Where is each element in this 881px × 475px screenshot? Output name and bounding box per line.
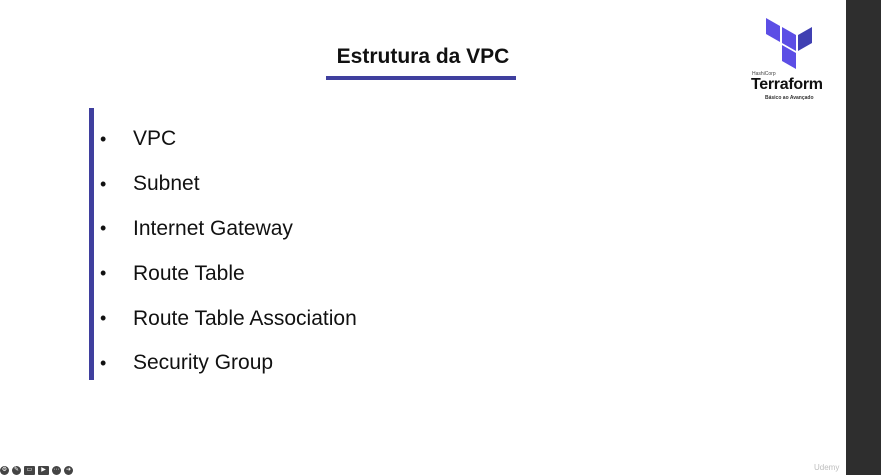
bullet-list: • VPC • Subnet • Internet Gateway • Rout… [100, 117, 357, 386]
logo-brand: HashiCorp [752, 71, 776, 77]
bullet-dot: • [100, 352, 107, 373]
share-icon[interactable]: ➜ [64, 465, 73, 475]
video-off-icon[interactable]: ▶ [38, 465, 49, 475]
settings-icon[interactable]: ⚙ [0, 465, 9, 475]
list-item: • Route Table Association [100, 296, 357, 341]
list-item: • Subnet [100, 162, 357, 207]
list-item-label: Security Group [133, 351, 274, 375]
logo-name: Terraform [751, 76, 823, 93]
list-item: • VPC [100, 117, 357, 162]
list-item-label: Internet Gateway [133, 216, 293, 240]
captions-icon[interactable]: ▭ [24, 465, 35, 475]
list-item: • Security Group [100, 341, 357, 386]
list-item: • Internet Gateway [100, 207, 357, 252]
terraform-logo: HashiCorp Terraform Básico ao Avançado [748, 18, 830, 108]
bullet-dot: • [100, 173, 107, 194]
list-item-label: Subnet [133, 172, 200, 196]
pen-icon[interactable]: ✎ [12, 465, 21, 475]
list-item-label: VPC [133, 127, 177, 151]
list-item: • Route Table [100, 251, 357, 296]
bullet-dot: • [100, 218, 107, 239]
title-underline [326, 76, 516, 80]
slide-title: Estrutura da VPC [336, 45, 510, 68]
watermark: Udemy [814, 463, 840, 472]
bullet-dot: • [100, 128, 107, 149]
list-item-label: Route Table [133, 261, 245, 285]
terraform-icon [766, 18, 812, 69]
left-accent-bar [89, 108, 94, 380]
bullet-dot: • [100, 263, 107, 284]
slide: Estrutura da VPC • VPC • Subnet • Intern… [0, 0, 846, 475]
list-item-label: Route Table Association [133, 306, 357, 330]
right-panel [846, 0, 881, 475]
bullet-dot: • [100, 308, 107, 329]
player-controls: ⚙ ✎ ▭ ▶ ⋯ ➜ [0, 465, 73, 475]
more-icon[interactable]: ⋯ [52, 465, 61, 475]
logo-subtitle: Básico ao Avançado [765, 95, 814, 101]
